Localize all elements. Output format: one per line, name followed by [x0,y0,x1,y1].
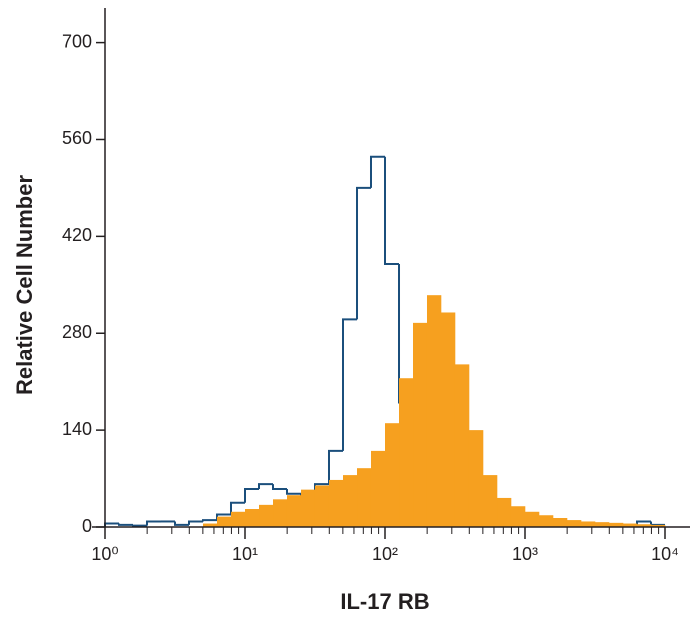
y-tick-label: 560 [62,128,92,148]
histogram-bar [497,497,512,527]
histogram-step [369,155,385,188]
y-tick-label: 140 [62,419,92,439]
histogram-bar [230,511,246,527]
histogram-bar [468,430,484,527]
histogram-step [229,501,245,515]
histogram-step [145,520,162,526]
y-tick-label: 420 [62,225,92,245]
x-tick-label: 10⁰ [91,544,118,564]
histogram-bar [301,489,316,527]
histogram-bar [637,524,652,527]
histogram-bar [525,511,540,527]
x-axis-title: IL-17 RB [340,589,429,614]
histogram-bar [314,485,330,527]
histogram-bar [286,495,302,527]
y-tick-label: 700 [62,31,92,51]
histogram-bar [539,515,554,527]
histogram-step [649,521,665,526]
y-tick-label: 280 [62,322,92,342]
histogram-step [342,318,358,451]
histogram-bar [217,516,232,527]
histogram-step [132,524,147,527]
histogram-bar [553,518,568,527]
histogram-step [272,484,287,490]
histogram-bar [203,523,218,527]
histogram-step [356,186,371,320]
histogram-bar [328,479,344,527]
histogram-bar [385,423,400,527]
histogram-bar [343,475,358,527]
histogram-bar [426,295,442,527]
histogram-step [173,521,189,526]
histogram-bar [273,499,288,527]
y-axis-title: Relative Cell Number [12,175,37,396]
histogram-step [384,156,400,266]
histogram-bar [399,378,414,527]
histogram-step [258,483,274,489]
histogram-bar [566,520,582,527]
histogram-bar [245,509,260,527]
histogram-step [244,487,260,503]
histogram-bar [594,522,610,527]
histogram-bar [483,475,498,527]
x-tick-label: 10¹ [232,544,258,564]
histogram-bar [608,522,624,527]
histogram-step [202,519,218,522]
y-tick-label: 0 [82,516,92,536]
histogram-bar [357,468,372,527]
histogram-bar [510,506,526,527]
histogram-bar [650,524,666,527]
histogram-bar [454,364,470,527]
histogram-step [216,513,231,521]
histogram-bar [370,450,386,527]
histogram-bar [413,322,428,527]
x-tick-label: 10³ [512,544,538,564]
x-tick-label: 10⁴ [651,544,679,564]
histogram-step [327,449,344,485]
histogram-step [187,520,204,525]
histogram-step [285,488,302,495]
x-tick-label: 10² [372,544,398,564]
histogram-bar [259,504,274,527]
histogram-bar [581,521,596,527]
histogram-bar [623,523,638,527]
histogram-step [118,523,134,526]
histogram-bar [441,312,456,527]
